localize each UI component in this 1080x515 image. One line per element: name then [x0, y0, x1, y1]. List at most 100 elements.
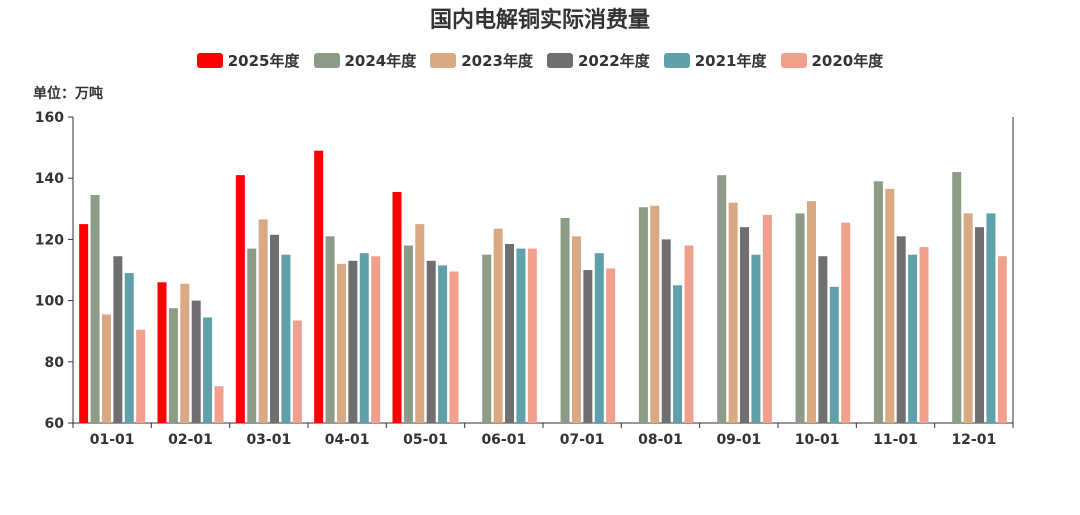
- bar: [336, 263, 346, 423]
- bar: [314, 150, 324, 423]
- legend-item[interactable]: 2025年度: [196, 50, 300, 71]
- bar: [751, 254, 761, 423]
- bar: [270, 234, 280, 423]
- x-tick-label: 08-01: [638, 432, 683, 448]
- bar: [963, 213, 973, 423]
- x-tick-label: 02-01: [168, 432, 213, 448]
- x-tick-label: 07-01: [560, 432, 605, 448]
- bar: [986, 213, 996, 423]
- x-tick-label: 09-01: [716, 432, 761, 448]
- bar: [806, 201, 816, 423]
- bar: [896, 236, 906, 423]
- bar: [762, 214, 772, 423]
- bar: [180, 283, 190, 423]
- bar: [650, 205, 660, 423]
- bar: [638, 207, 648, 423]
- bar: [415, 224, 425, 423]
- bar: [214, 386, 224, 423]
- legend-swatch: [313, 53, 340, 68]
- legend-item[interactable]: 2022年度: [547, 50, 650, 71]
- bar: [829, 286, 839, 423]
- bar: [717, 175, 727, 423]
- bar: [673, 285, 683, 423]
- bar: [101, 314, 111, 423]
- y-tick-label: 160: [35, 110, 64, 126]
- bar: [371, 256, 381, 423]
- legend-label: 2023年度: [461, 52, 533, 70]
- legend-label: 2025年度: [227, 52, 300, 70]
- y-tick-label: 120: [35, 232, 64, 248]
- bar: [740, 227, 750, 423]
- bar: [873, 181, 883, 423]
- bar: [438, 265, 448, 423]
- legend-label: 2021年度: [694, 52, 767, 70]
- bar: [493, 228, 503, 423]
- y-tick-label: 60: [45, 416, 65, 432]
- legend-label: 2024年度: [344, 52, 417, 70]
- legend-swatch: [196, 53, 223, 68]
- bar: [606, 268, 616, 423]
- x-tick-label: 01-01: [90, 432, 135, 448]
- legend-swatch: [430, 53, 457, 68]
- bar: [975, 227, 985, 423]
- bar: [348, 260, 358, 423]
- bar: [168, 308, 178, 423]
- bar: [113, 256, 123, 423]
- bar: [516, 248, 526, 423]
- bar: [449, 271, 459, 423]
- y-tick-label: 140: [35, 171, 64, 187]
- bar: [403, 245, 413, 423]
- bar: [818, 256, 828, 423]
- unit-label: 单位：万吨: [33, 86, 103, 102]
- bar: [203, 317, 213, 423]
- x-tick-label: 12-01: [951, 432, 996, 448]
- bar: [79, 224, 89, 423]
- bar: [392, 191, 402, 423]
- legend-label: 2020年度: [811, 52, 884, 70]
- bar: [583, 270, 593, 423]
- bar: [527, 248, 537, 423]
- bar: [560, 217, 570, 423]
- bar: [90, 195, 100, 423]
- bar: [661, 239, 671, 423]
- x-tick-label: 06-01: [481, 432, 526, 448]
- x-tick-label: 11-01: [873, 432, 918, 448]
- bar: [997, 256, 1007, 423]
- bar: [728, 202, 738, 423]
- x-tick-label: 05-01: [403, 432, 448, 448]
- legend-item[interactable]: 2024年度: [313, 50, 417, 71]
- bar: [908, 254, 918, 423]
- bar: [919, 247, 929, 423]
- bar: [191, 300, 201, 423]
- legend: 2025年度 2024年度 2023年度 2022年度 2021年度 2020年度: [0, 50, 1080, 71]
- x-tick-label: 04-01: [325, 432, 370, 448]
- bar: [136, 329, 146, 423]
- bar: [281, 254, 291, 423]
- bar: [124, 273, 134, 423]
- legend-swatch: [780, 53, 807, 68]
- legend-item[interactable]: 2023年度: [430, 50, 533, 71]
- bar: [684, 245, 694, 423]
- y-tick-label: 100: [35, 294, 64, 310]
- bar: [258, 219, 268, 423]
- legend-item[interactable]: 2020年度: [780, 50, 884, 71]
- bar: [325, 236, 335, 423]
- chart-title: 国内电解铜实际消费量: [429, 8, 650, 33]
- x-tick-label: 03-01: [246, 432, 291, 448]
- bar: [359, 253, 369, 423]
- bar: [795, 213, 805, 423]
- bar: [426, 260, 436, 423]
- legend-label: 2022年度: [578, 52, 650, 70]
- x-tick-label: 10-01: [795, 432, 840, 448]
- y-tick-label: 80: [45, 355, 65, 371]
- legend-swatch: [547, 53, 573, 68]
- bar: [157, 282, 167, 423]
- bar: [841, 222, 851, 423]
- legend-item[interactable]: 2021年度: [663, 50, 767, 71]
- bar: [885, 188, 895, 423]
- bar: [505, 243, 515, 423]
- bar: [292, 320, 302, 423]
- bar: [952, 172, 962, 423]
